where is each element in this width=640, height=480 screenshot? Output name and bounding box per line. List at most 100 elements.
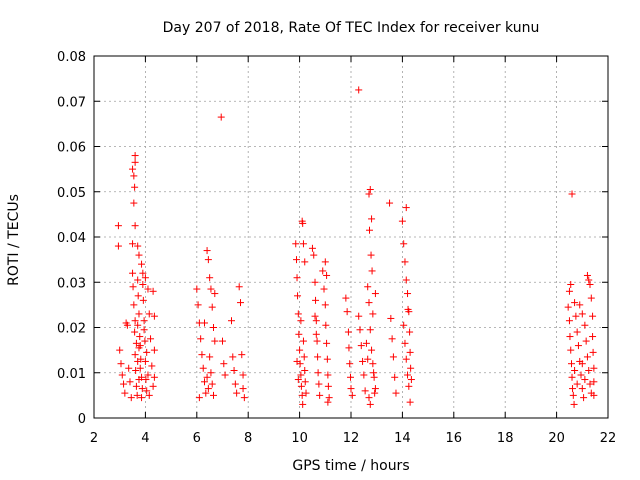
data-point xyxy=(371,385,379,393)
data-point xyxy=(402,204,410,212)
data-point xyxy=(406,328,414,336)
data-point xyxy=(367,251,375,259)
data-point xyxy=(131,317,139,325)
data-point xyxy=(298,391,306,399)
data-point xyxy=(136,364,144,372)
data-point xyxy=(202,389,210,397)
data-point xyxy=(314,369,322,377)
data-point xyxy=(299,219,307,227)
data-point xyxy=(129,283,137,291)
data-point xyxy=(402,276,410,284)
data-point xyxy=(570,400,578,408)
data-point xyxy=(586,380,594,388)
data-point xyxy=(389,353,397,361)
data-point xyxy=(134,276,142,284)
data-point xyxy=(129,269,137,277)
data-point xyxy=(589,312,597,320)
data-point xyxy=(206,353,214,361)
data-point xyxy=(195,394,203,402)
data-point xyxy=(578,385,586,393)
data-point xyxy=(404,290,412,298)
data-point xyxy=(324,382,332,390)
data-point xyxy=(149,287,157,295)
x-tick-label: 10 xyxy=(291,431,308,446)
data-point xyxy=(297,317,305,325)
data-point xyxy=(201,319,209,327)
data-point xyxy=(346,373,354,381)
data-point xyxy=(314,353,322,361)
x-tick-label: 2 xyxy=(90,431,98,446)
x-axis-title: GPS time / hours xyxy=(292,458,409,474)
data-point xyxy=(114,242,122,250)
data-point xyxy=(321,258,329,266)
data-point xyxy=(577,371,585,379)
data-point xyxy=(239,385,247,393)
data-point xyxy=(388,335,396,343)
data-point xyxy=(131,183,139,191)
data-point xyxy=(564,303,572,311)
x-tick-label: 20 xyxy=(548,431,565,446)
data-point xyxy=(357,342,365,350)
data-point xyxy=(148,362,156,370)
data-points xyxy=(114,86,598,408)
data-point xyxy=(323,355,331,363)
data-point xyxy=(589,348,597,356)
data-point xyxy=(356,326,364,334)
data-point xyxy=(131,351,139,359)
data-point xyxy=(368,346,376,354)
x-tick-label: 4 xyxy=(141,431,149,446)
data-point xyxy=(138,394,146,402)
data-point xyxy=(316,391,324,399)
data-point xyxy=(238,351,246,359)
data-point xyxy=(130,199,138,207)
data-point xyxy=(369,310,377,318)
data-point xyxy=(301,366,309,374)
data-point xyxy=(567,346,575,354)
data-point xyxy=(366,400,374,408)
data-point xyxy=(583,353,591,361)
data-point xyxy=(126,378,134,386)
data-point xyxy=(201,378,209,386)
data-point xyxy=(573,380,581,388)
data-point xyxy=(308,244,316,252)
y-tick-label: 0.01 xyxy=(57,367,86,382)
data-point xyxy=(344,328,352,336)
data-point xyxy=(134,242,142,250)
data-point xyxy=(129,240,137,248)
data-point xyxy=(576,301,584,309)
data-point xyxy=(297,371,305,379)
x-tick-label: 16 xyxy=(446,431,463,446)
y-tick-label: 0.06 xyxy=(57,141,86,156)
data-point xyxy=(207,369,215,377)
data-point xyxy=(568,190,576,198)
data-point xyxy=(359,357,367,365)
data-point xyxy=(405,308,413,316)
data-point xyxy=(402,355,410,363)
data-point xyxy=(315,380,323,388)
data-point xyxy=(343,308,351,316)
y-tick-label: 0.07 xyxy=(57,95,86,110)
data-point xyxy=(140,326,148,334)
data-point xyxy=(586,281,594,289)
data-point xyxy=(302,389,310,397)
data-point xyxy=(364,355,372,363)
data-point xyxy=(116,346,124,354)
data-point xyxy=(589,333,597,341)
data-point xyxy=(572,312,580,320)
data-point xyxy=(311,312,319,320)
data-point xyxy=(294,376,302,384)
data-point xyxy=(114,222,122,230)
data-point xyxy=(125,364,133,372)
data-point xyxy=(239,371,247,379)
data-point xyxy=(407,364,415,372)
data-point xyxy=(293,256,301,264)
data-point xyxy=(150,312,158,320)
data-point xyxy=(220,360,228,368)
data-point xyxy=(131,152,139,160)
data-point xyxy=(208,303,216,311)
data-point xyxy=(150,346,158,354)
data-point xyxy=(371,389,379,397)
data-point xyxy=(346,360,354,368)
chart-title: Day 207 of 2018, Rate Of TEC Index for r… xyxy=(163,20,540,36)
